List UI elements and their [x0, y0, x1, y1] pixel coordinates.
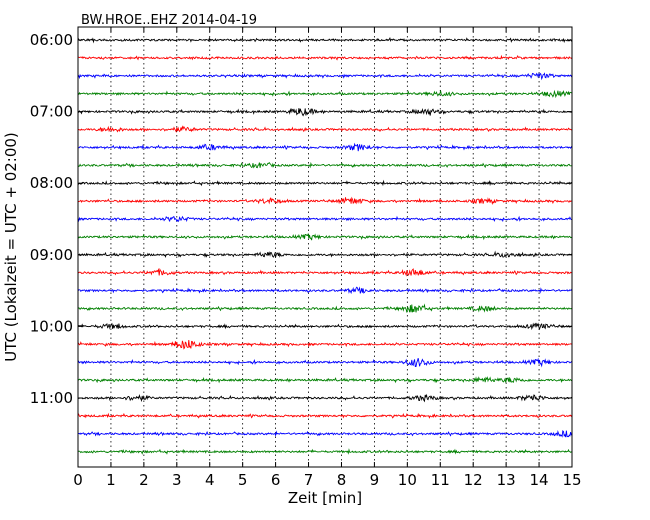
- x-tick-label: 1: [106, 471, 116, 489]
- trace-13: [77, 250, 573, 258]
- x-tick-label: 14: [530, 471, 549, 489]
- trace-11: [77, 215, 573, 223]
- x-tick-label: 9: [370, 471, 380, 489]
- x-tick-label: 11: [431, 471, 450, 489]
- trace-group: [77, 36, 573, 455]
- trace-16: [77, 303, 573, 313]
- trace-14: [77, 267, 573, 277]
- trace-3: [77, 72, 573, 81]
- x-grid: [110, 27, 540, 467]
- x-tick-label: 15: [562, 471, 581, 489]
- x-axis-title: Zeit [min]: [288, 489, 362, 507]
- trace-7: [77, 142, 573, 152]
- axis-ticks: 0 1 2 3 4 5 6 7 8 9 10 11 12 13 14 1506:0007:0008:0009:…: [30, 27, 582, 489]
- chart-title: BW.HROE..EHZ 2014-04-19: [81, 13, 257, 28]
- x-tick-label: 2: [139, 471, 149, 489]
- trace-10: [77, 196, 573, 206]
- x-tick-label: 12: [464, 471, 483, 489]
- x-tick-label: 0: [73, 471, 83, 489]
- y-tick-label: 07:00: [30, 103, 73, 121]
- plot-frame: [77, 26, 573, 468]
- y-tick-label: 08:00: [30, 174, 73, 192]
- trace-20: [77, 376, 573, 384]
- trace-2: [78, 54, 573, 61]
- trace-21: [77, 393, 573, 403]
- x-tick-label: 10: [398, 471, 417, 489]
- trace-6: [77, 125, 573, 133]
- trace-5: [77, 108, 573, 117]
- x-tick-label: 4: [205, 471, 215, 489]
- trace-22: [77, 412, 573, 419]
- trace-12: [77, 232, 573, 241]
- y-tick-label: 10:00: [30, 317, 73, 335]
- x-tick-label: 5: [238, 471, 248, 489]
- trace-4: [77, 89, 573, 99]
- x-tick-label: 13: [497, 471, 516, 489]
- x-tick-label: 3: [172, 471, 182, 489]
- y-tick-label: 11:00: [30, 389, 73, 407]
- trace-19: [77, 357, 573, 368]
- y-tick-label: 09:00: [30, 246, 73, 264]
- y-axis-title: UTC (Lokalzeit = UTC + 02:00): [2, 132, 20, 362]
- x-tick-label: 6: [271, 471, 281, 489]
- trace-15: [77, 286, 573, 295]
- y-tick-label: 06:00: [30, 31, 73, 49]
- x-tick-label: 8: [337, 471, 347, 489]
- trace-17: [77, 322, 573, 331]
- trace-1: [77, 36, 573, 44]
- x-tick-label: 7: [304, 471, 314, 489]
- trace-18: [77, 340, 573, 350]
- trace-9: [77, 179, 573, 187]
- trace-23: [77, 430, 573, 438]
- trace-24: [77, 448, 573, 455]
- trace-8: [77, 161, 573, 169]
